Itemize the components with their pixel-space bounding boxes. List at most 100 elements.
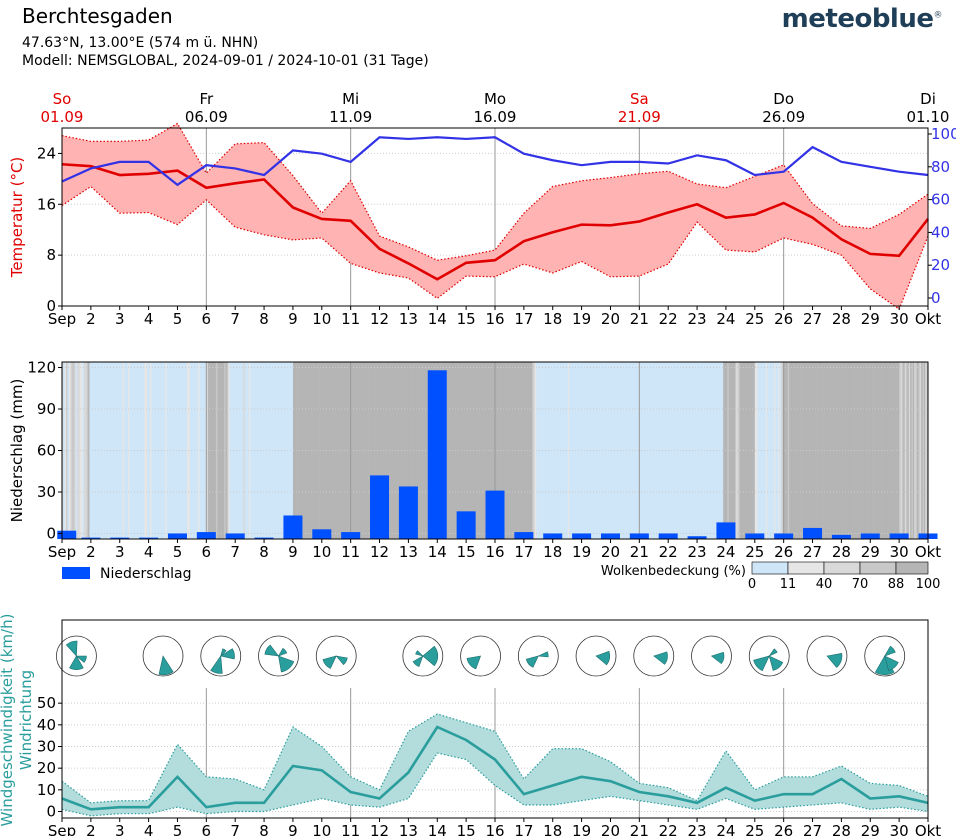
- cloud-cover-strip: [96, 362, 99, 539]
- cloud-y2-tick-label: 20: [931, 256, 950, 274]
- wind-x-tick-label: 5: [173, 822, 183, 836]
- cloud-cover-strip: [846, 362, 849, 539]
- cloud-cover-strip: [332, 362, 335, 539]
- wind-x-tick-label: 24: [716, 822, 735, 836]
- cloud-cover-strip: [582, 362, 585, 539]
- cloud-cover-strip: [624, 362, 626, 539]
- cloud-cover-strip: [385, 362, 387, 539]
- cloud-cover-strip: [187, 362, 189, 539]
- cloud-cover-strip: [401, 362, 404, 539]
- wind-rose-sector: [210, 655, 223, 674]
- cloud-cover-strip: [453, 362, 456, 539]
- cloud-cover-strip: [813, 362, 816, 539]
- wind-x-tick-label: 18: [543, 822, 562, 836]
- cloud-legend-tick-label: 100: [916, 577, 941, 592]
- cloud-cover-strip: [576, 362, 578, 539]
- cloud-cover-strip: [768, 362, 771, 539]
- temp-x-tick-label: 19: [572, 310, 591, 328]
- wind-direction-y-axis-label: Windrichtung: [17, 670, 35, 770]
- precip-bar: [543, 533, 563, 539]
- brand-logo[interactable]: meteoblue®: [782, 4, 943, 34]
- cloud-cover-strip: [294, 362, 297, 539]
- precip-bar: [456, 511, 476, 539]
- wind-rose-sector: [595, 650, 611, 666]
- cloud-cover-strip: [875, 362, 878, 539]
- precip-bar: [514, 532, 534, 539]
- wind-rose-sector: [884, 645, 896, 657]
- wind-x-tick-label: 3: [115, 822, 125, 836]
- cloud-cover-strip: [99, 362, 101, 539]
- cloud-cover-strip: [507, 362, 510, 539]
- cloud-cover-strip: [215, 362, 218, 539]
- cloud-cover-strip: [801, 362, 804, 539]
- cloud-cover-strip: [254, 362, 257, 539]
- precip-x-tick-label: 5: [173, 543, 183, 561]
- cloud-cover-strip: [195, 362, 198, 539]
- cloud-cover-strip: [92, 362, 95, 539]
- temp-y-axis-label: Temperatur (°C): [8, 157, 26, 279]
- cloud-cover-strip: [335, 362, 338, 539]
- cloud-cover-strip: [746, 362, 749, 539]
- cloud-cover-strip: [753, 362, 756, 539]
- cloud-cover-strip: [324, 362, 327, 539]
- precip-x-tick-label: 15: [457, 543, 476, 561]
- cloud-cover-strip: [389, 362, 391, 539]
- cloud-cover-strip: [339, 362, 342, 539]
- cloud-cover-strip: [488, 362, 490, 539]
- precip-bar: [803, 527, 823, 539]
- cloud-cover-strip: [470, 362, 473, 539]
- cloud-cover-strip: [878, 362, 881, 539]
- cloud-cover-strip: [111, 362, 114, 539]
- cloud-cover-strip: [888, 362, 890, 539]
- cloud-cover-strip: [714, 362, 717, 539]
- wind-rose-circle: [56, 635, 97, 677]
- cloud-cover-strip: [549, 362, 552, 539]
- temp-x-tick-label: 11: [341, 310, 360, 328]
- cloud-cover-strip: [210, 362, 213, 539]
- cloud-cover-strip: [699, 362, 702, 539]
- cloud-cover-strip: [717, 362, 720, 539]
- cloud-cover-strip: [573, 362, 576, 539]
- cloud-cover-strip: [372, 362, 375, 539]
- cloud-cover-strip: [677, 362, 680, 539]
- cloud-cover-strip: [749, 362, 752, 539]
- precip-bar: [81, 537, 101, 540]
- cloud-cover-strip: [659, 362, 662, 539]
- cloud-cover-strip: [165, 362, 167, 539]
- cloud-cover-strip: [426, 362, 429, 539]
- precip-x-tick-label: 22: [659, 543, 678, 561]
- cloud-cover-strip: [708, 362, 710, 539]
- cloud-cover-strip: [68, 362, 71, 539]
- precip-x-tick-label: 6: [202, 543, 212, 561]
- precip-x-tick-label: 4: [144, 543, 154, 561]
- precip-legend-swatch: [62, 567, 90, 579]
- cloud-cover-strip: [368, 362, 371, 539]
- cloud-cover-strip: [728, 362, 731, 539]
- cloud-cover-strip: [63, 362, 66, 539]
- cloud-cover-strip: [786, 362, 789, 539]
- cloud-cover-strip: [774, 362, 776, 539]
- precip-bar: [398, 486, 418, 539]
- wind-y-tick-label: 30: [37, 738, 56, 756]
- cloud-cover-strip: [132, 362, 134, 539]
- cloud-cover-strip: [419, 362, 422, 539]
- cloud-cover-strip: [89, 362, 92, 539]
- cloud-cover-strip: [870, 362, 873, 539]
- cloud-cover-strip: [224, 362, 226, 539]
- cloud-cover-strip: [723, 362, 725, 539]
- cloud-cover-strip: [482, 362, 485, 539]
- date-header-day: Sa: [630, 90, 649, 108]
- cloud-cover-strip: [276, 362, 279, 539]
- wind-rose-sector: [277, 648, 288, 657]
- cloud-cover-strip: [690, 362, 692, 539]
- cloud-cover-strip: [684, 362, 687, 539]
- precip-bar: [600, 533, 620, 539]
- cloud-cover-strip: [845, 362, 848, 539]
- date-header-day: Mi: [342, 90, 359, 108]
- cloud-cover-strip: [519, 362, 522, 539]
- wind-x-tick-label: 13: [399, 822, 418, 836]
- cloud-cover-strip: [632, 362, 635, 539]
- cloud-cover-strip: [471, 362, 474, 539]
- cloud-cover-strip: [804, 362, 807, 539]
